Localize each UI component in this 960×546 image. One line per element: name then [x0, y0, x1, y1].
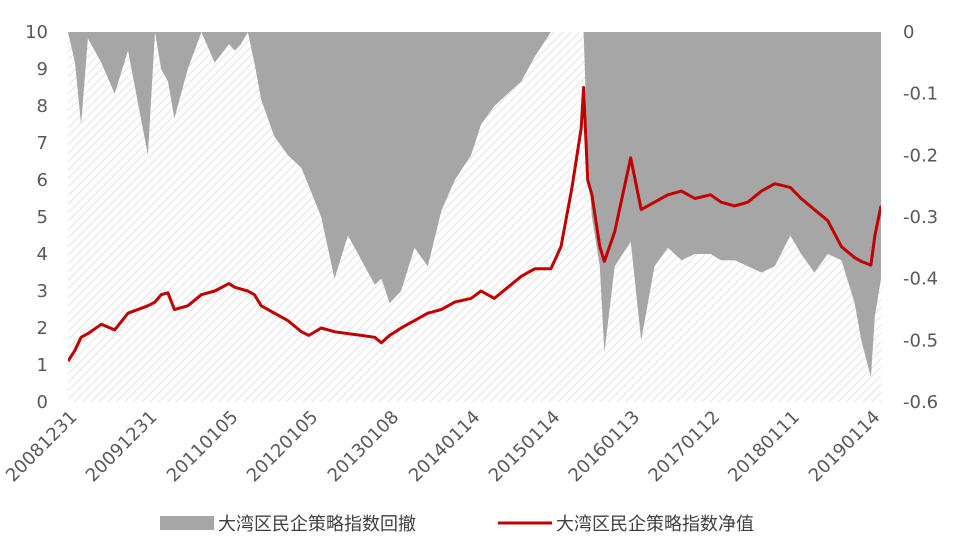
left-tick-label: 5	[37, 207, 48, 228]
left-tick-label: 3	[37, 281, 48, 302]
right-tick-label: 0	[903, 22, 914, 43]
left-tick-label: 0	[37, 392, 48, 413]
right-tick-label: -0.1	[903, 84, 938, 105]
drawdown-area-layer	[68, 32, 881, 378]
right-tick-label: -0.2	[903, 145, 938, 166]
left-tick-label: 1	[37, 355, 48, 376]
nav-line-layer	[68, 86, 881, 363]
x-tick-label: 20140114	[405, 407, 485, 487]
left-tick-label: 2	[37, 318, 48, 339]
right-tick-label: -0.5	[903, 330, 938, 351]
x-tick-label: 20110105	[163, 407, 243, 487]
right-axis-ticks: 0 -0.1 -0.2 -0.3 -0.4 -0.5 -0.6	[903, 22, 938, 413]
legend-swatch-drawdown	[160, 516, 214, 530]
x-tick-label: 20170112	[645, 407, 725, 487]
left-tick-label: 6	[37, 170, 48, 191]
left-tick-label: 9	[37, 59, 48, 80]
left-tick-label: 4	[37, 244, 48, 265]
right-tick-label: -0.3	[903, 207, 938, 228]
nav-line	[68, 86, 881, 363]
drawdown-area	[68, 32, 881, 378]
x-tick-label: 20130108	[324, 407, 404, 487]
legend: 大湾区民企策略指数回撤 大湾区民企策略指数净值	[160, 514, 754, 535]
legend-label-nav: 大湾区民企策略指数净值	[556, 514, 754, 535]
left-axis-ticks: 0 1 2 3 4 5 6 7 8 9 10	[25, 22, 48, 413]
x-axis-ticks: 20081231 20091231 20110105 20120105 20130108…	[2, 407, 885, 487]
legend-label-drawdown: 大湾区民企策略指数回撤	[218, 514, 416, 535]
x-tick-label: 20180111	[724, 407, 804, 487]
x-tick-label: 20081231	[2, 407, 82, 487]
x-tick-label: 20150114	[485, 407, 565, 487]
left-tick-label: 10	[25, 22, 48, 43]
x-tick-label: 20091231	[82, 407, 162, 487]
x-tick-label: 20190114	[805, 407, 885, 487]
x-tick-label: 20120105	[243, 407, 323, 487]
left-tick-label: 8	[37, 96, 48, 117]
left-tick-label: 7	[37, 133, 48, 154]
right-tick-label: -0.6	[903, 392, 938, 413]
right-tick-label: -0.4	[903, 269, 938, 290]
x-tick-label: 20160113	[565, 407, 645, 487]
